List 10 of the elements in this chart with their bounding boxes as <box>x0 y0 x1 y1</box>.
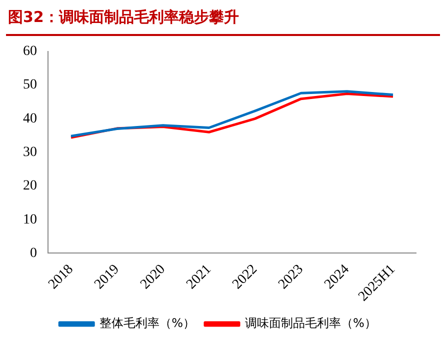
y-tick-label: 60 <box>23 44 37 60</box>
y-tick-label: 30 <box>23 144 37 160</box>
y-tick-label: 40 <box>23 111 37 126</box>
y-tick-label: 0 <box>30 246 37 261</box>
legend-label: 调味面制品毛利率（%） <box>245 316 376 330</box>
chart-title: 图32：调味面制品毛利率稳步攀升 <box>8 8 239 27</box>
legend-label: 整体毛利率（%） <box>100 316 196 330</box>
y-tick-label: 20 <box>23 178 37 194</box>
y-tick-label: 10 <box>23 212 37 228</box>
y-tick-label: 50 <box>23 78 37 93</box>
